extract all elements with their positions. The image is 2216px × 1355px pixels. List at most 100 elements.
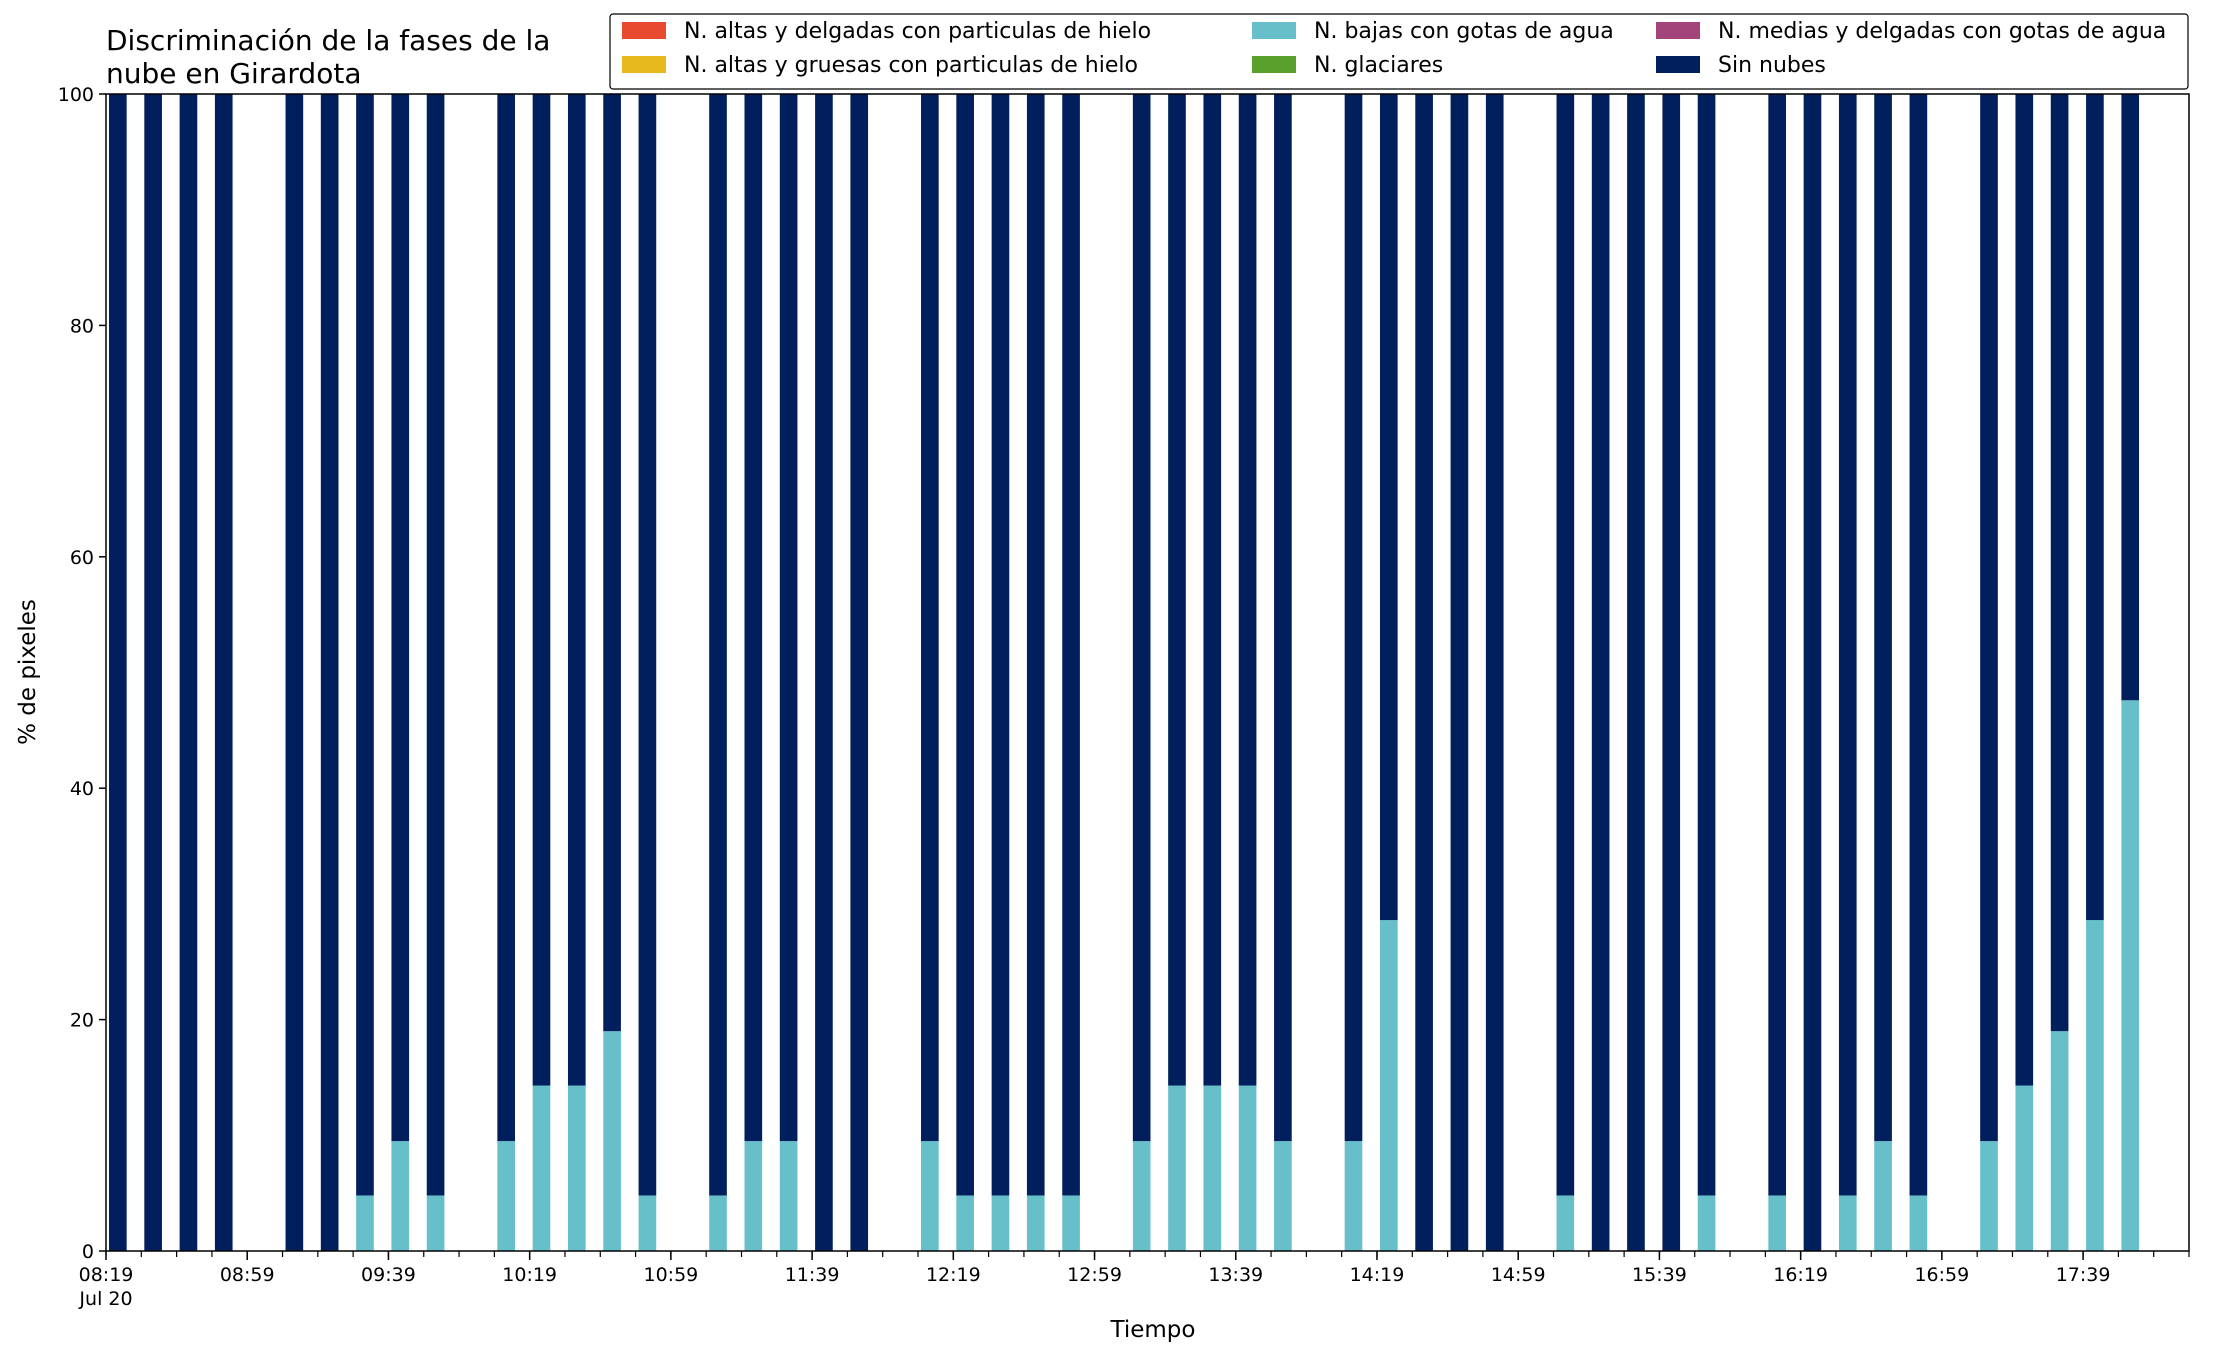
bar-segment [709,94,727,1196]
x-tick-label: 12:19 [926,1264,981,1286]
bar-segment [921,94,939,1142]
bar-segment [1627,94,1645,1251]
bar-segment [1344,1141,1363,1251]
bar-segment [109,94,127,1251]
y-tick-label: 0 [82,1241,94,1263]
bar-segment [1062,1195,1080,1251]
bar-segment [1379,94,1398,921]
legend-swatch [1252,22,1296,39]
bar-segment [1697,94,1716,1196]
y-tick-label: 80 [70,315,94,337]
legend-swatch [1252,56,1296,73]
bar-segment [497,1141,516,1251]
x-tick-label: 12:59 [1067,1264,1122,1286]
bar-segment [1168,1085,1186,1251]
bar-segment [1132,94,1151,1142]
bar-segment [2050,94,2069,1032]
bar-segment [391,1141,410,1251]
legend-swatch [622,56,666,73]
bar-segment [850,94,869,1251]
bar-segment [603,94,621,1032]
bar-segment [956,94,974,1196]
bar-segment [1132,1141,1151,1251]
bar-segment [991,94,1010,1196]
chart-title-line-1: Discriminación de la fases de la [106,24,550,57]
bar-segment [214,94,233,1251]
bar-segment [144,94,162,1251]
bar-segment [2015,1085,2034,1251]
bar-segment [779,1141,798,1251]
bar-segment [1450,94,1469,1251]
x-tick-label: 10:59 [643,1264,698,1286]
bar-segment [1556,94,1575,1196]
bar-segment [1238,94,1257,1086]
bar-segment [2050,1031,2069,1251]
bar-segment [1838,1195,1857,1251]
bar-segment [921,1141,939,1251]
y-tick-label: 20 [70,1010,94,1032]
bar-segment [426,94,445,1196]
bar-segment [1026,94,1045,1196]
bar-segment [1838,94,1857,1196]
bar-segment [1697,1195,1716,1251]
bar-segment [2015,94,2034,1086]
bar-segment [991,1195,1010,1251]
bar-segment [1591,94,1610,1251]
legend-label: N. altas y delgadas con particulas de hi… [684,19,1151,44]
legend-swatch [1656,22,1700,39]
bar-segment [638,94,657,1196]
y-tick-label: 100 [58,84,94,106]
bar-segment [1344,94,1363,1142]
bar-segment [1909,94,1928,1196]
x-tick-label: 14:19 [1350,1264,1405,1286]
y-tick-label: 60 [70,547,94,569]
legend-label: Sin nubes [1718,53,1826,78]
x-tick-label: 08:59 [220,1264,275,1286]
legend-label: N. medias y delgadas con gotas de agua [1718,19,2166,44]
bar-segment [179,94,198,1251]
x-tick-label: 16:59 [1914,1264,1969,1286]
bar-segment [567,1085,586,1251]
bar-segment [391,94,410,1142]
y-axis-title: % de pixeles [15,599,41,745]
bar-segment [1026,1195,1045,1251]
bars-group [109,94,2140,1251]
bar-segment [1874,94,1892,1142]
x-tick-label: 15:39 [1632,1264,1687,1286]
bar-segment [603,1031,621,1251]
legend: N. altas y delgadas con particulas de hi… [609,13,2189,90]
bar-segment [320,94,339,1251]
bar-segment [1768,1195,1786,1251]
legend-label: N. glaciares [1314,53,1443,78]
legend-swatch [1656,56,1700,73]
bar-segment [2121,700,2140,1251]
bar-segment [956,1195,974,1251]
x-axis-title: Tiempo [1110,1317,1196,1343]
bar-segment [1203,94,1222,1086]
bar-segment [744,1141,763,1251]
legend-label: N. bajas con gotas de agua [1314,19,1614,44]
bar-segment [567,94,586,1086]
x-tick-sublabel: Jul 20 [78,1288,132,1310]
bar-segment [2086,94,2104,921]
bar-segment [1238,1085,1257,1251]
bar-segment [1662,94,1681,1251]
x-tick-label: 09:39 [361,1264,416,1286]
bar-segment [815,94,833,1251]
bar-segment [1274,94,1292,1142]
x-tick-label: 16:19 [1773,1264,1828,1286]
x-tick-label: 17:39 [2056,1264,2111,1286]
bar-segment [285,94,304,1251]
bar-segment [1768,94,1786,1196]
x-tick-label: 11:39 [785,1264,840,1286]
bar-segment [1274,1141,1292,1251]
legend-frame [609,13,2189,90]
bar-segment [532,94,551,1086]
bar-segment [1415,94,1433,1251]
bar-segment [1203,1085,1222,1251]
bar-segment [2086,920,2104,1251]
bar-segment [1874,1141,1892,1251]
bar-segment [1803,94,1822,1251]
bar-segment [1909,1195,1928,1251]
